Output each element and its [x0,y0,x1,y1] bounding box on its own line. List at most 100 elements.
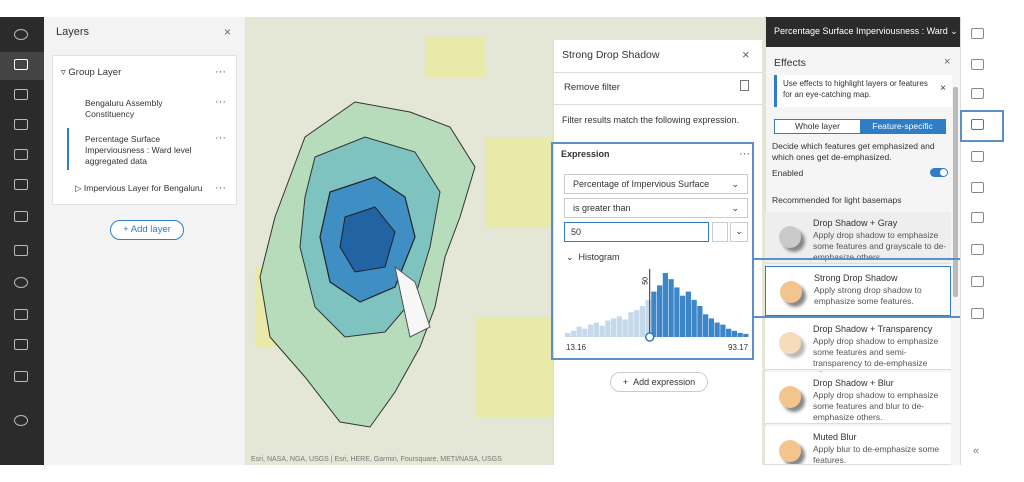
collapse-icon[interactable]: « [973,445,980,457]
value-input[interactable]: 50 [564,222,709,242]
tool-icon[interactable] [971,59,984,70]
effect-card[interactable]: Drop Shadow + Blur Apply drop shadow to e… [765,372,951,424]
histogram-bar [634,310,640,337]
tool-icon[interactable] [971,212,984,223]
expression-menu[interactable]: ··· [739,148,750,160]
effect-icon [779,440,801,462]
histogram-bar [611,318,617,337]
layer-name[interactable]: Percentage Surface Imperviousness : Ward… [85,134,192,166]
selected-indicator [67,128,69,170]
enabled-toggle[interactable] [930,168,948,177]
effect-icon [779,226,801,248]
tool-icon[interactable] [14,29,28,40]
tab[interactable]: Whole layer [795,121,840,131]
stepper[interactable] [712,222,728,242]
effect-card[interactable]: Drop Shadow + Transparency Apply drop sha… [765,318,951,379]
tool-icon[interactable] [971,244,984,255]
layer-name: Group Layer [68,67,122,78]
histogram-max: 93.17 [728,343,749,352]
map-attribution: Esri, NASA, NGA, USGS | Esri, HERE, Garm… [251,456,502,463]
histogram-bar [651,291,657,337]
add-layer-button[interactable]: + Add layer [110,220,184,240]
tool-icon[interactable] [14,245,28,256]
close-button[interactable]: × [944,56,951,68]
close-button[interactable]: × [742,47,750,62]
tool-icon[interactable] [14,179,28,190]
layer-menu[interactable]: ··· [215,132,226,144]
section-title: Recommended for light basemaps [772,195,902,205]
tool-icon[interactable] [14,119,28,130]
histogram-bar [657,285,663,337]
tool-icon[interactable] [971,182,984,193]
histogram-bar [743,333,749,337]
scrollbar[interactable] [953,87,958,297]
histogram-bar [720,324,726,337]
layer-list: ▿ Group Layer ··· Bengaluru Assembly Con… [52,55,237,205]
effect-name: Drop Shadow + Blur [813,378,894,388]
tool-icon[interactable] [14,339,28,350]
histogram-bar [622,319,628,337]
histogram-title: Histogram [578,252,620,262]
group-layer[interactable]: ▿ Group Layer [61,67,122,78]
tab-active[interactable]: Feature-specific [860,120,945,133]
remove-filter[interactable]: Remove filter [564,82,620,93]
histogram-bar [703,314,709,337]
tool-icon[interactable] [14,149,28,160]
effect-card[interactable]: Drop Shadow + Gray Apply drop shadow to e… [765,212,951,264]
trash-icon[interactable] [740,80,749,91]
layer-menu[interactable]: ··· [215,96,226,108]
tool-icon[interactable] [14,59,28,70]
effect-icon [780,281,802,303]
effect-card[interactable]: Muted Blur Apply blur to de-emphasize som… [765,426,951,465]
histogram-bar [680,295,686,337]
ward-region [339,206,396,273]
tool-icon[interactable] [14,89,28,100]
highlight-box [752,258,972,318]
histogram-bar [714,322,720,337]
tool-icon[interactable] [971,88,984,99]
effect-description: Apply drop shadow to emphasize some feat… [813,390,939,422]
select-value: Percentage of Impervious Surface [573,179,710,189]
field-select[interactable]: Percentage of Impervious Surface ⌄ [564,174,748,194]
tool-icon[interactable] [14,211,28,222]
tool-icon[interactable] [14,415,28,426]
tool-icon[interactable] [971,28,984,39]
close-button[interactable]: × [224,25,232,39]
histogram-bar [588,324,594,337]
effect-card[interactable]: Strong Drop Shadow Apply strong drop shad… [765,266,951,316]
histogram-bar [668,279,674,337]
effect-description: Apply blur to de-emphasize some features… [813,444,940,465]
effect-icon [779,332,801,354]
layer-menu[interactable]: ··· [215,182,226,194]
histogram-bar [731,330,737,337]
tool-icon[interactable] [14,371,28,382]
histogram-bar [708,318,714,337]
tool-icon[interactable] [971,276,984,287]
threshold-label: 50 [643,277,650,285]
layer-menu[interactable]: ··· [215,66,226,78]
expression-title: Expression [561,149,610,159]
histogram-bar [605,320,611,337]
tip-close[interactable]: × [940,83,946,94]
tool-active[interactable] [0,52,44,80]
toggle-knob [940,169,947,176]
tool-icon[interactable] [14,309,28,320]
layer-header[interactable]: Percentage Surface Imperviousness : Ward… [766,17,961,47]
effect-name: Strong Drop Shadow [814,273,898,283]
tool-icon[interactable] [971,308,984,319]
layer-name[interactable]: Bengaluru Assembly Constituency [85,98,163,119]
histogram-bar [599,325,605,337]
tool-icon-active[interactable] [971,119,984,130]
histogram-bar [616,316,622,337]
add-expression-button[interactable]: + Add expression [610,372,708,392]
histogram-bar [570,330,576,337]
panel-title: Layers [56,26,90,38]
effect-icon [779,386,801,408]
operator-select[interactable]: is greater than ⌄ [564,198,748,218]
value-dropdown[interactable]: ⌄ [730,222,748,242]
tool-icon[interactable] [14,277,28,288]
tool-icon[interactable] [971,151,984,162]
layer-item[interactable]: ▷ Impervious Layer for Bengaluru [75,183,203,193]
histogram-toggle[interactable]: ⌄ Histogram [566,252,620,262]
